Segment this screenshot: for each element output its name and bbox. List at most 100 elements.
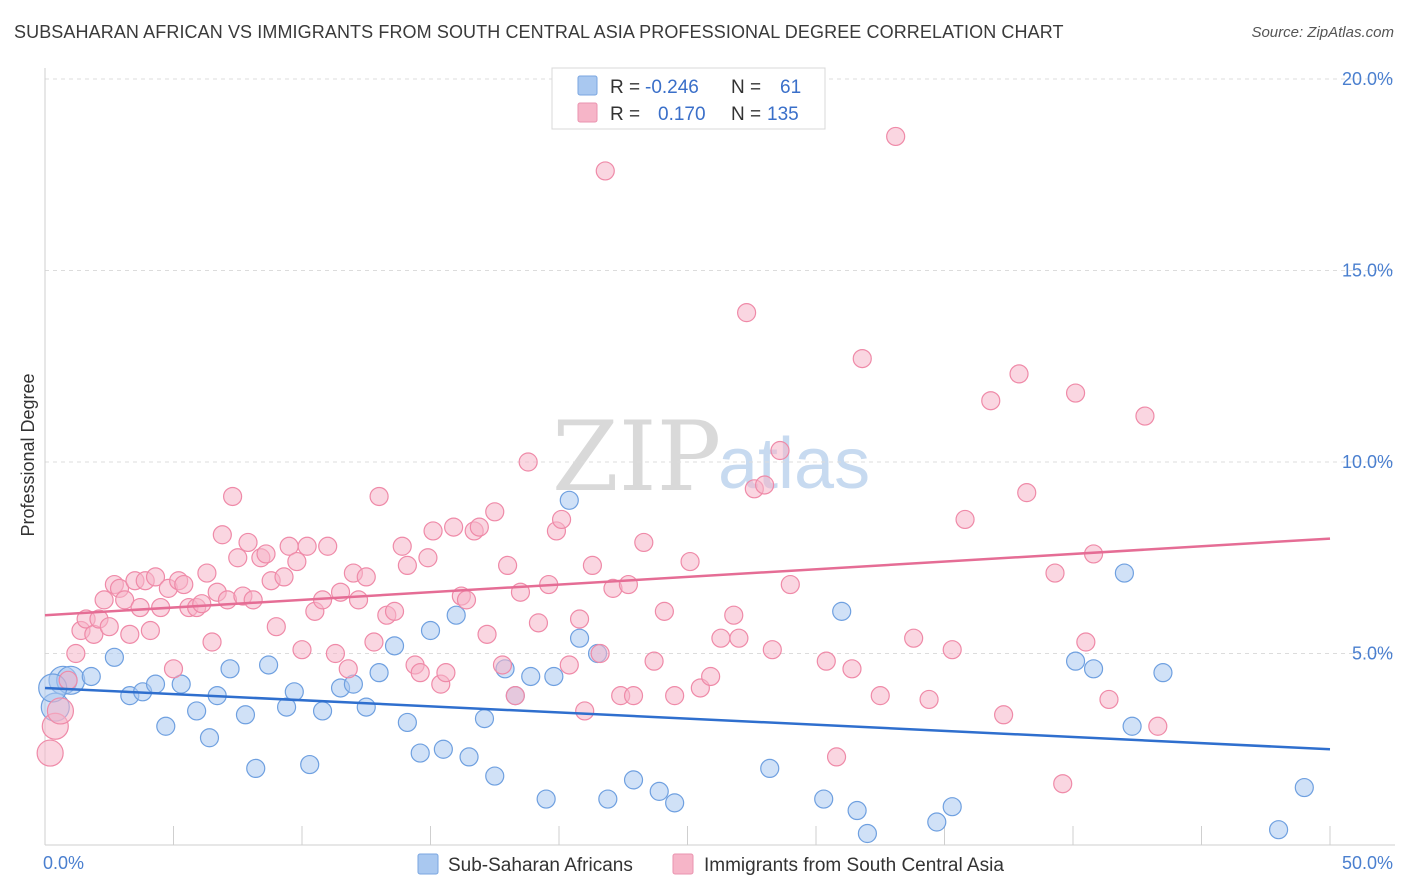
point-south-central-asia-100 <box>701 666 721 687</box>
point-south-central-asia-42 <box>274 567 294 587</box>
point-south-central-asia-16 <box>130 597 150 618</box>
point-south-central-asia-67 <box>436 663 456 683</box>
point-south-central-asia-46 <box>297 536 317 556</box>
point-sub-saharan-19 <box>312 701 333 721</box>
point-south-central-asia-61 <box>397 555 417 576</box>
point-south-central-asia-41 <box>266 617 286 637</box>
correlation-legend: R = -0.246 N = 61 R = 0.170 N = 135 <box>551 67 826 130</box>
point-sub-saharan-57 <box>1268 820 1289 840</box>
legend-n-value-1: 61 <box>780 77 801 98</box>
point-sub-saharan-24 <box>384 636 405 656</box>
point-south-central-asia-86 <box>575 701 595 721</box>
point-south-central-asia-52 <box>338 659 358 679</box>
point-south-central-asia-44 <box>287 551 307 572</box>
watermark-zip: ZIP <box>552 401 721 513</box>
legend-swatch-blue <box>577 75 598 96</box>
point-south-central-asia-110 <box>816 651 836 671</box>
point-south-central-asia-28 <box>197 563 217 583</box>
point-sub-saharan-45 <box>760 758 780 779</box>
point-south-central-asia-108 <box>770 440 790 461</box>
point-south-central-asia-101 <box>711 628 731 648</box>
y-tick-label-3: 20.0% <box>1342 69 1393 89</box>
point-sub-saharan-6 <box>145 674 166 694</box>
point-south-central-asia-80 <box>528 613 549 633</box>
point-south-central-asia-118 <box>942 640 962 660</box>
trend-line-south-central-asia <box>44 537 1331 617</box>
point-south-central-asia-85 <box>569 609 590 629</box>
point-sub-saharan-2 <box>81 666 101 687</box>
point-south-central-asia-102 <box>724 605 744 625</box>
point-south-central-asia-29 <box>202 632 222 652</box>
point-sub-saharan-54 <box>1114 563 1135 583</box>
point-south-central-asia-95 <box>644 651 664 671</box>
point-south-central-asia-19 <box>145 567 166 587</box>
point-sub-saharan-3 <box>104 647 124 667</box>
point-sub-saharan-16 <box>276 697 297 717</box>
point-south-central-asia-97 <box>665 686 685 706</box>
point-sub-saharan-13 <box>235 705 256 725</box>
point-south-central-asia-89 <box>595 161 615 181</box>
series-legend: Sub-Saharan Africans Immigrants from Sou… <box>417 853 1004 876</box>
point-sub-saharan-22 <box>356 697 376 717</box>
point-south-central-asia-131 <box>1148 716 1168 736</box>
point-south-central-asia-64 <box>418 548 438 568</box>
point-sub-saharan-35 <box>521 666 541 687</box>
y-tick-label-2: 15.0% <box>1342 261 1393 281</box>
legend-n-label-1: N = <box>731 77 761 98</box>
point-sub-saharan-46 <box>814 789 834 809</box>
legend-r-value-1: -0.246 <box>645 77 699 98</box>
point-south-central-asia-112 <box>842 659 862 679</box>
point-south-central-asia-115 <box>886 126 906 147</box>
point-south-central-asia-36 <box>238 532 258 553</box>
point-south-central-asia-87 <box>582 555 603 576</box>
y-tick-label-0: 5.0% <box>1352 644 1393 664</box>
point-sub-saharan-29 <box>446 605 466 625</box>
point-sub-saharan-58 <box>1294 777 1314 798</box>
point-south-central-asia-117 <box>919 689 939 710</box>
point-south-central-asia-106 <box>754 475 775 495</box>
point-south-central-asia-104 <box>737 303 757 323</box>
point-south-central-asia-92 <box>618 574 638 595</box>
source-label: Source: ZipAtlas.com <box>1251 24 1394 41</box>
point-sub-saharan-26 <box>410 743 430 763</box>
point-south-central-asia-49 <box>318 536 338 556</box>
point-south-central-asia-22 <box>163 659 184 679</box>
point-sub-saharan-52 <box>1065 651 1086 671</box>
point-south-central-asia-55 <box>356 567 376 587</box>
point-sub-saharan-18 <box>300 754 320 775</box>
watermark-atlas: atlas <box>718 424 870 504</box>
legend-r-label-2: R = <box>610 104 640 125</box>
point-south-central-asia-116 <box>904 628 924 648</box>
point-south-central-asia-31 <box>212 525 232 545</box>
point-sub-saharan-41 <box>598 789 618 809</box>
point-south-central-asia-45 <box>292 640 312 660</box>
point-south-central-asia-10 <box>99 617 119 637</box>
trend-line-sub-saharan <box>44 686 1331 751</box>
point-south-central-asia-121 <box>994 705 1014 725</box>
bottom-legend-label-pink: Immigrants from South Central Asia <box>704 855 1004 876</box>
point-south-central-asia-88 <box>590 643 610 664</box>
point-south-central-asia-76 <box>498 555 518 576</box>
point-sub-saharan-56 <box>1153 663 1173 683</box>
point-south-central-asia-79 <box>518 452 538 472</box>
point-south-central-asia-59 <box>384 601 405 621</box>
point-south-central-asia-84 <box>559 655 579 675</box>
point-sub-saharan-28 <box>433 739 453 759</box>
point-south-central-asia-2 <box>46 697 75 725</box>
point-south-central-asia-74 <box>485 502 505 522</box>
point-south-central-asia-18 <box>140 620 160 641</box>
point-sub-saharan-25 <box>397 712 417 733</box>
point-sub-saharan-48 <box>847 800 867 821</box>
point-south-central-asia-109 <box>780 574 800 595</box>
point-south-central-asia-123 <box>1017 483 1037 503</box>
point-sub-saharan-39 <box>569 628 590 648</box>
point-south-central-asia-9 <box>94 590 114 610</box>
point-south-central-asia-111 <box>826 747 847 767</box>
point-south-central-asia-75 <box>492 655 513 675</box>
point-sub-saharan-7 <box>156 716 176 736</box>
point-sub-saharan-43 <box>649 781 669 801</box>
x-tick-labels: 0.0% 50.0% <box>43 853 1393 873</box>
point-south-central-asia-24 <box>174 574 194 595</box>
point-south-central-asia-34 <box>228 548 248 568</box>
